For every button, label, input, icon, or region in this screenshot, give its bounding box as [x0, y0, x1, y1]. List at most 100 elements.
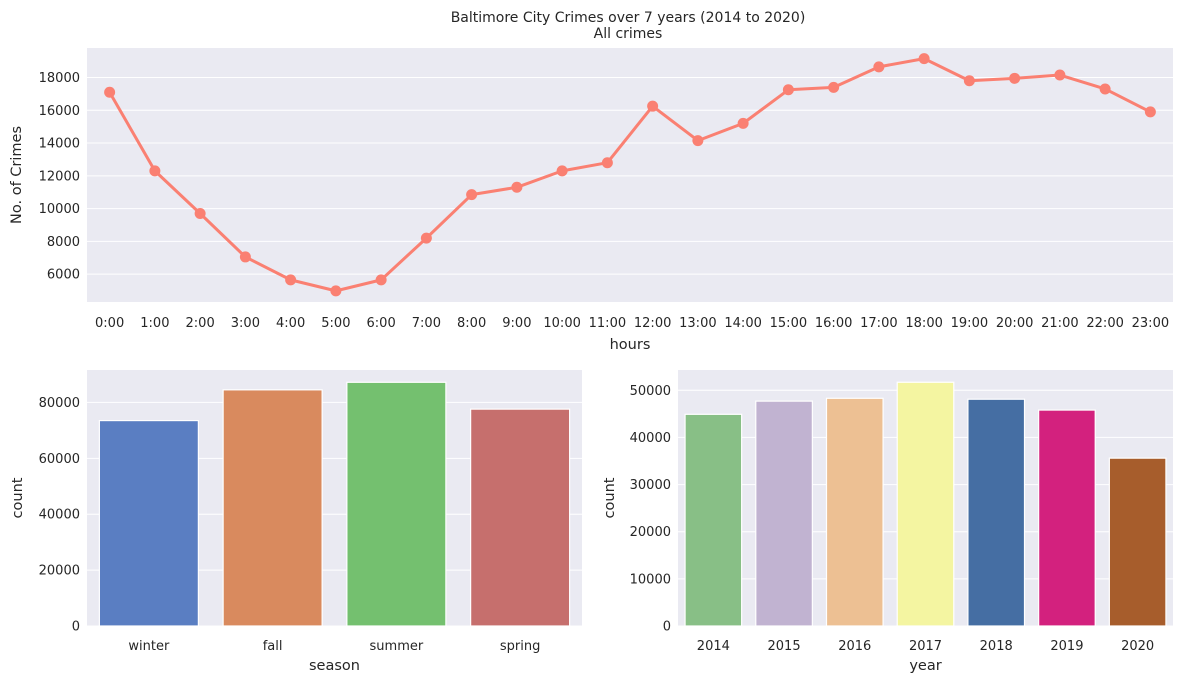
x-tick-label: 1:00 — [140, 316, 169, 331]
bar — [1108, 457, 1167, 627]
bar — [896, 381, 955, 627]
x-tick-label: 18:00 — [905, 316, 942, 331]
year-bar-chart: 0 10000 20000 30000 40000 50000 2014 2015 2016 20… — [602, 370, 1173, 674]
line-chart-title: All crimes — [594, 26, 663, 42]
bar — [825, 397, 884, 627]
data-point — [556, 165, 568, 177]
data-point — [104, 86, 116, 98]
data-point — [1099, 83, 1111, 95]
y-tick-label: 20000 — [39, 564, 80, 579]
x-tick-label: 23:00 — [1132, 316, 1169, 331]
x-tick-label: 9:00 — [502, 316, 531, 331]
data-point — [692, 135, 704, 147]
data-point — [239, 251, 251, 263]
season-bar-chart: 0 20000 40000 60000 80000 winter fall summer spr… — [10, 370, 582, 674]
x-tick-label: 2:00 — [186, 316, 215, 331]
data-point — [601, 157, 613, 169]
y-tick-label: 18000 — [39, 71, 80, 86]
x-tick-label: 2020 — [1121, 639, 1154, 654]
x-tick-label: 8:00 — [457, 316, 486, 331]
bar — [98, 419, 199, 627]
bar — [1038, 409, 1096, 627]
y-tick-label: 60000 — [39, 452, 80, 467]
x-tick-label: 11:00 — [589, 316, 626, 331]
x-tick-label: 14:00 — [724, 316, 761, 331]
x-tick-label: 2015 — [768, 639, 801, 654]
x-tick-label: 2018 — [980, 639, 1013, 654]
x-tick-label: 5:00 — [321, 316, 350, 331]
x-tick-label: summer — [370, 639, 424, 654]
data-point — [963, 75, 975, 87]
x-tick-label: winter — [128, 639, 170, 654]
x-tick-label: fall — [263, 639, 283, 654]
bar — [684, 413, 743, 627]
y-tick-label: 14000 — [39, 137, 80, 152]
data-point — [194, 208, 206, 220]
data-point — [511, 181, 523, 193]
x-tick-label: 15:00 — [770, 316, 807, 331]
y-axis-label: No. of Crimes — [9, 126, 25, 224]
x-tick-label: 7:00 — [412, 316, 441, 331]
x-tick-label: 2014 — [697, 639, 730, 654]
x-tick-label: 2016 — [838, 639, 871, 654]
x-axis-label: year — [909, 658, 941, 674]
x-tick-label: 13:00 — [679, 316, 716, 331]
x-tick-label: 6:00 — [367, 316, 396, 331]
data-point — [1054, 69, 1066, 81]
y-tick-label: 0 — [72, 620, 80, 635]
hourly-line-chart: 6000 8000 10000 12000 14000 16000 18000 0:00 1:0… — [9, 48, 1173, 353]
y-tick-label: 30000 — [630, 478, 671, 493]
x-axis-label: season — [309, 658, 360, 674]
y-tick-label: 20000 — [630, 525, 671, 540]
x-tick-label: 21:00 — [1041, 316, 1078, 331]
x-tick-label: 2019 — [1050, 639, 1083, 654]
data-point — [466, 189, 478, 201]
x-tick-label: 17:00 — [860, 316, 897, 331]
y-tick-label: 10000 — [630, 572, 671, 587]
bar — [346, 381, 447, 627]
data-point — [375, 274, 387, 286]
y-tick-label: 6000 — [47, 268, 80, 283]
x-tick-label: 0:00 — [95, 316, 124, 331]
data-point — [330, 285, 342, 297]
x-tick-label: 10:00 — [543, 316, 580, 331]
x-tick-label: 20:00 — [996, 316, 1033, 331]
data-point — [782, 84, 794, 96]
x-tick-label: 16:00 — [815, 316, 852, 331]
y-tick-label: 80000 — [39, 396, 80, 411]
bar — [222, 389, 323, 627]
x-tick-label: 4:00 — [276, 316, 305, 331]
x-axis-label: hours — [610, 337, 651, 353]
y-axis-label: count — [602, 477, 618, 518]
bar — [470, 408, 571, 627]
x-tick-label: 2017 — [909, 639, 942, 654]
y-tick-label: 12000 — [39, 169, 80, 184]
x-tick-label: 22:00 — [1086, 316, 1123, 331]
data-point — [737, 117, 749, 129]
line-plot-area — [87, 48, 1173, 302]
y-tick-label: 16000 — [39, 104, 80, 119]
data-point — [285, 274, 297, 286]
series-line — [108, 57, 1152, 293]
x-tick-label: 12:00 — [634, 316, 671, 331]
bar — [755, 400, 813, 627]
bar — [967, 398, 1026, 627]
y-tick-label: 8000 — [47, 235, 80, 250]
y-tick-label: 50000 — [630, 384, 671, 399]
y-tick-label: 10000 — [39, 202, 80, 217]
data-point — [149, 165, 161, 177]
data-point — [828, 81, 840, 93]
data-point — [918, 53, 930, 65]
data-point — [1144, 106, 1156, 118]
data-point — [1009, 72, 1021, 84]
data-point — [420, 232, 432, 244]
figure-title: Baltimore City Crimes over 7 years (2014… — [451, 10, 806, 26]
data-point — [647, 100, 659, 112]
y-tick-label: 0 — [663, 620, 671, 635]
y-tick-label: 40000 — [39, 508, 80, 523]
x-tick-label: 3:00 — [231, 316, 260, 331]
x-tick-label: 19:00 — [951, 316, 988, 331]
data-point — [873, 61, 885, 73]
x-tick-label: spring — [500, 639, 540, 654]
y-tick-label: 40000 — [630, 431, 671, 446]
